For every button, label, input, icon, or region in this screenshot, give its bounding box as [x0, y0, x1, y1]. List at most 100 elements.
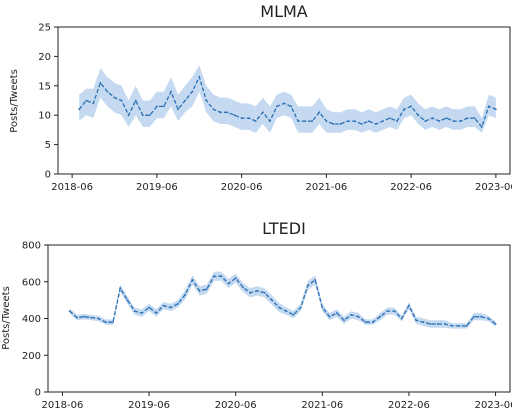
- data-point: [480, 126, 483, 128]
- data-point: [270, 299, 273, 301]
- data-point: [346, 120, 349, 122]
- data-point: [494, 323, 497, 325]
- ytick-label: 15: [38, 81, 51, 92]
- data-point: [78, 108, 81, 111]
- data-point: [263, 291, 266, 294]
- data-point: [458, 325, 461, 327]
- data-point: [256, 290, 259, 292]
- data-point: [184, 99, 187, 102]
- data-point: [360, 123, 363, 125]
- data-point: [403, 108, 405, 111]
- data-point: [335, 312, 338, 314]
- xtick-label: 2018-06: [42, 400, 84, 411]
- ltedi-plot-frame: [47, 244, 511, 393]
- data-point: [487, 105, 490, 108]
- data-point: [350, 313, 353, 316]
- data-point: [431, 117, 434, 119]
- data-point: [292, 313, 295, 316]
- data-point: [177, 108, 180, 111]
- data-point: [169, 306, 172, 309]
- data-point: [198, 76, 201, 78]
- data-point: [452, 120, 455, 122]
- data-point: [184, 293, 187, 296]
- data-point: [97, 317, 100, 320]
- data-point: [155, 312, 158, 314]
- data-point: [269, 120, 271, 122]
- xtick-label: 2022-06: [388, 400, 430, 411]
- data-point: [92, 102, 95, 105]
- data-point: [451, 325, 454, 327]
- data-point: [220, 275, 223, 278]
- data-point: [299, 306, 302, 309]
- data-point: [424, 120, 427, 122]
- ytick-label: 800: [22, 241, 41, 252]
- data-point: [386, 310, 389, 312]
- data-point: [278, 306, 280, 309]
- ytick-label: 20: [38, 52, 51, 63]
- data-point: [353, 120, 356, 122]
- mlma-title: MLMA: [260, 2, 308, 21]
- data-point: [198, 290, 201, 292]
- data-point: [343, 319, 345, 322]
- xtick-label: 2019-06: [128, 400, 170, 411]
- data-point: [311, 120, 314, 122]
- ltedi-series-line: [69, 275, 496, 327]
- data-point: [104, 321, 107, 324]
- mlma-points: [78, 76, 497, 128]
- xtick-label: 2023-06: [475, 182, 512, 193]
- ytick-label: 0: [45, 170, 51, 181]
- mlma-panel: MLMA Posts/Tweets 0 5 10 15 20 25 2018-06 2019-…: [9, 2, 512, 193]
- data-point: [321, 306, 324, 309]
- data-point: [438, 120, 441, 122]
- data-point: [389, 117, 391, 119]
- data-point: [396, 120, 398, 122]
- ytick-label: 5: [45, 140, 51, 151]
- data-point: [148, 114, 151, 117]
- data-point: [126, 299, 129, 301]
- data-point: [249, 291, 252, 294]
- data-point: [247, 117, 250, 119]
- data-point: [357, 315, 360, 318]
- data-point: [148, 306, 151, 309]
- data-point: [90, 316, 93, 319]
- data-point: [170, 90, 172, 93]
- xtick-label: 2021-06: [305, 182, 347, 193]
- ltedi-panel: LTEDI Posts/Tweets 0 200 400 600 800 2018-06 2…: [1, 219, 512, 411]
- mlma-series-line: [78, 75, 497, 129]
- xtick-label: 2018-06: [51, 182, 93, 193]
- mlma-plot-frame: [57, 26, 511, 175]
- data-point: [422, 321, 425, 324]
- mlma-confidence-band: [79, 65, 496, 133]
- data-point: [156, 105, 158, 108]
- data-point: [408, 304, 410, 307]
- data-point: [233, 114, 236, 117]
- data-point: [227, 282, 230, 285]
- ltedi-ylabel: Posts/Tweets: [1, 286, 12, 350]
- data-point: [436, 323, 439, 325]
- data-point: [120, 99, 123, 102]
- data-point: [318, 111, 321, 114]
- data-point: [112, 321, 114, 324]
- ltedi-title: LTEDI: [262, 219, 306, 238]
- data-point: [400, 317, 403, 320]
- data-point: [141, 114, 144, 117]
- data-point: [242, 286, 244, 289]
- data-point: [254, 120, 257, 122]
- data-point: [328, 315, 331, 318]
- data-point: [285, 310, 288, 312]
- xtick-label: 2019-06: [136, 182, 178, 193]
- data-point: [163, 105, 165, 108]
- xtick-label: 2022-06: [390, 182, 432, 193]
- data-point: [283, 102, 285, 105]
- data-point: [473, 315, 475, 318]
- data-point: [417, 114, 420, 117]
- data-point: [68, 310, 71, 312]
- data-point: [444, 323, 446, 325]
- data-point: [76, 316, 78, 319]
- data-point: [134, 99, 137, 102]
- data-point: [307, 284, 309, 287]
- ltedi-confidence-band: [69, 271, 496, 329]
- data-point: [127, 114, 130, 117]
- data-point: [191, 279, 194, 281]
